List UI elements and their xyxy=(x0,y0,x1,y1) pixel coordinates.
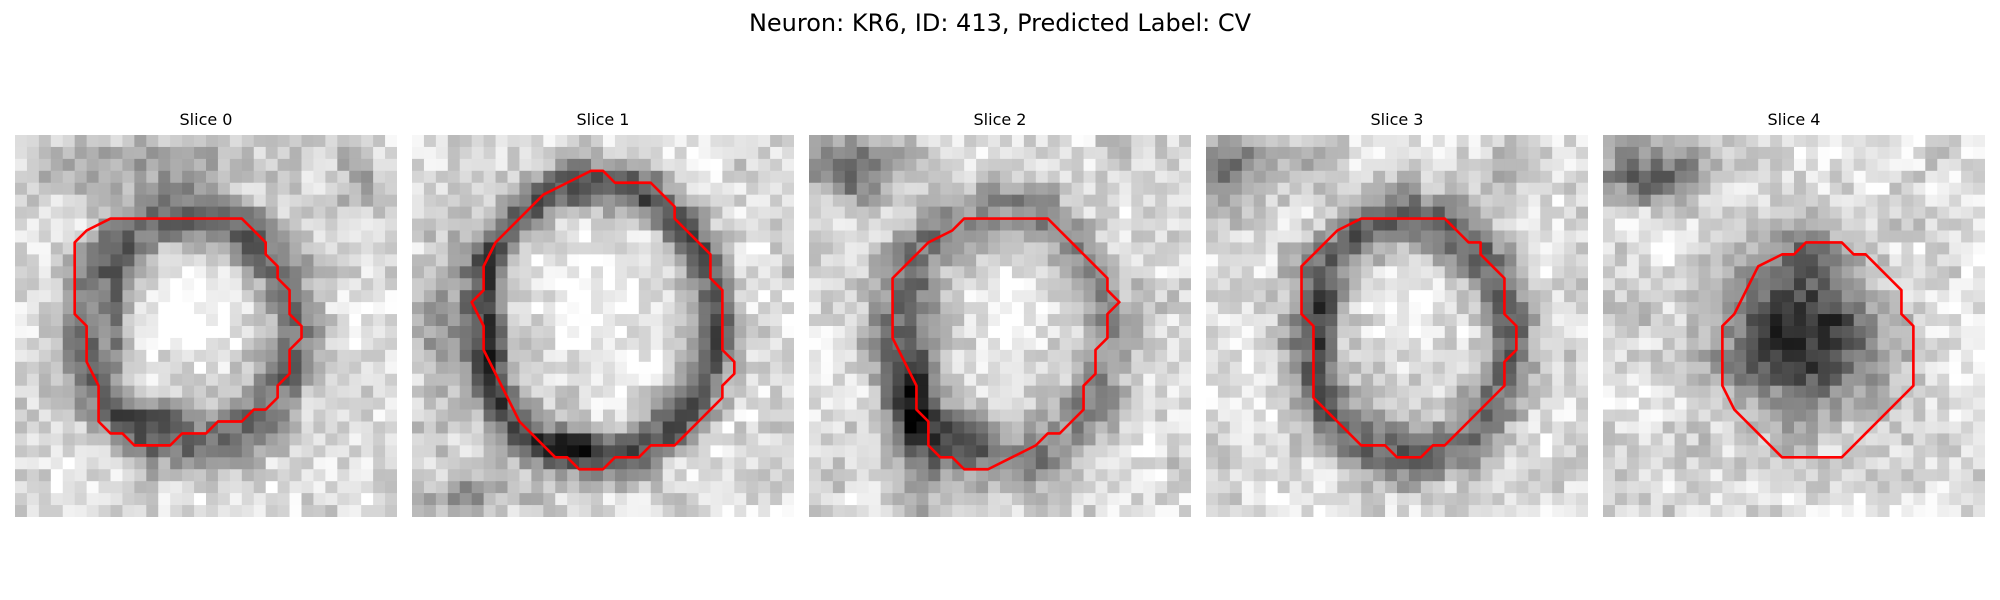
contour-outline-0 xyxy=(73,217,303,447)
figure-title: Neuron: KR6, ID: 413, Predicted Label: C… xyxy=(748,9,1252,37)
contour-outline-2 xyxy=(891,217,1121,471)
slice-image-0 xyxy=(15,135,397,517)
slice-title-2: Slice 2 xyxy=(973,110,1027,129)
slice-panel-3: Slice 3 xyxy=(1206,108,1588,517)
contour-outline-4 xyxy=(1721,241,1915,459)
slice-image-1 xyxy=(412,135,794,517)
contour-outline-1 xyxy=(470,169,736,471)
slice-image-2 xyxy=(809,135,1191,517)
slice-panel-4: Slice 4 xyxy=(1603,108,1985,517)
slice-image-4 xyxy=(1603,135,1985,517)
slice-title-4: Slice 4 xyxy=(1767,110,1821,129)
contour-outline-3 xyxy=(1300,217,1518,459)
slice-title-3: Slice 3 xyxy=(1370,110,1424,129)
slice-panel-2: Slice 2 xyxy=(809,108,1191,517)
slice-title-0: Slice 0 xyxy=(179,110,233,129)
slice-panel-0: Slice 0 xyxy=(15,108,397,517)
slice-panel-1: Slice 1 xyxy=(412,108,794,517)
slice-image-3 xyxy=(1206,135,1588,517)
slice-title-1: Slice 1 xyxy=(576,110,630,129)
